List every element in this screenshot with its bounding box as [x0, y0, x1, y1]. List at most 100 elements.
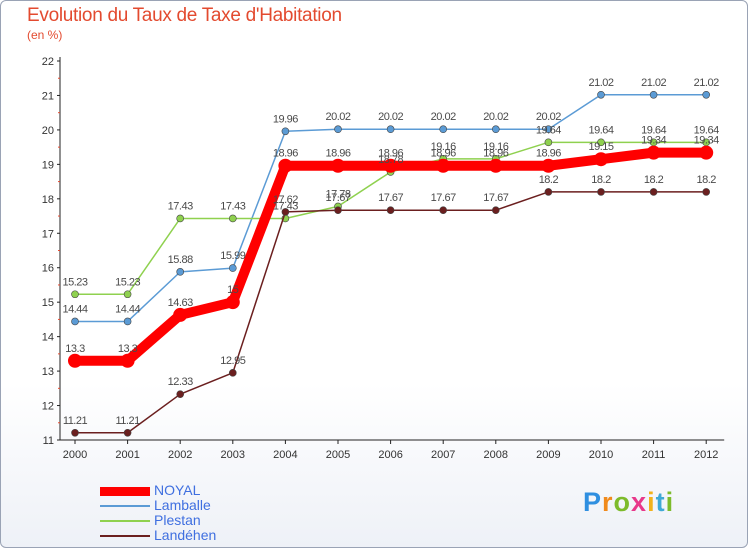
proxiti-logo: Proxiti — [583, 487, 674, 518]
data-label: 17.62 — [273, 194, 298, 206]
x-tick-label: 2000 — [63, 449, 87, 461]
data-label: 17.67 — [378, 192, 403, 204]
data-label: 20.02 — [536, 111, 561, 123]
data-label: 15.88 — [168, 254, 193, 266]
data-label: 18.2 — [696, 174, 716, 186]
legend-item-landéhen: Landéhen — [100, 528, 340, 543]
chart-axes: 11 12 13 14 15 16 17 18 19 20 21 22 2000 2001 2002 2003… — [42, 56, 725, 461]
x-tick-label: 2008 — [484, 449, 508, 461]
data-point — [544, 138, 553, 147]
data-point — [649, 188, 658, 196]
legend-label: NOYAL — [154, 482, 201, 498]
logo-letter: i — [647, 487, 656, 517]
legend-label: Landéhen — [154, 527, 217, 543]
y-tick-label: 22 — [42, 56, 54, 68]
y-tick-label: 20 — [42, 125, 54, 137]
series-line-landéhen — [74, 191, 707, 434]
logo-letter: P — [583, 487, 603, 517]
data-point — [702, 188, 711, 196]
x-tick-label: 2009 — [536, 449, 560, 461]
y-tick-label: 12 — [42, 401, 54, 413]
data-label: 17.78 — [325, 188, 350, 200]
data-label: 17.43 — [168, 200, 193, 212]
series-layer — [68, 90, 714, 437]
logo-letter: x — [631, 487, 648, 517]
data-point — [173, 307, 188, 322]
x-tick-label: 2010 — [589, 449, 613, 461]
data-label: 19.96 — [273, 113, 298, 125]
y-tick-label: 19 — [42, 159, 54, 171]
data-point — [386, 206, 395, 214]
data-label: 15.23 — [115, 276, 140, 288]
legend-label: Plestan — [154, 512, 201, 528]
data-label: 20.02 — [483, 111, 508, 123]
legend: NOYAL Lamballe Plestan Landéhen — [100, 483, 340, 543]
data-point — [702, 90, 711, 99]
legend-swatch — [100, 486, 150, 496]
y-tick-label: 17 — [42, 228, 54, 240]
data-label: 18.96 — [431, 148, 456, 160]
data-label: 20.02 — [378, 111, 403, 123]
data-label: 13.3 — [118, 343, 138, 355]
data-point — [594, 152, 608, 167]
data-point — [281, 208, 290, 216]
data-label: 20.02 — [325, 111, 350, 123]
logo-letter: o — [613, 487, 632, 517]
x-tick-label: 2006 — [378, 449, 402, 461]
data-label: 17.67 — [483, 192, 508, 204]
data-point — [544, 188, 553, 196]
y-tick-label: 16 — [42, 263, 54, 275]
legend-label: Lamballe — [154, 497, 211, 513]
data-label: 18.96 — [273, 148, 298, 160]
data-label: 12.95 — [220, 355, 245, 367]
x-tick-label: 2003 — [221, 449, 245, 461]
data-point — [541, 158, 556, 173]
data-point — [229, 214, 237, 223]
data-point — [439, 206, 448, 214]
data-point — [278, 158, 293, 173]
data-point — [544, 125, 553, 134]
data-label: 15.23 — [62, 276, 87, 288]
data-label: 18.78 — [378, 154, 403, 166]
legend-swatch — [100, 520, 150, 522]
data-label: 17.67 — [431, 192, 456, 204]
data-label: 18.96 — [378, 148, 403, 160]
data-label: 21.02 — [641, 77, 666, 89]
x-tick-label: 2002 — [168, 449, 192, 461]
x-tick-label: 2005 — [326, 449, 350, 461]
data-label: 15 — [227, 284, 239, 296]
x-tick-label: 2011 — [642, 449, 666, 461]
legend-item-noyal: NOYAL — [100, 483, 340, 498]
data-point — [646, 145, 661, 160]
data-label: 11.21 — [63, 415, 88, 427]
data-point — [120, 353, 135, 368]
data-point — [334, 125, 342, 134]
data-label: 15.99 — [220, 250, 245, 262]
x-tick-label: 2004 — [273, 449, 297, 461]
data-label: 19.64 — [641, 124, 666, 136]
y-tick-label: 14 — [42, 332, 54, 344]
data-label: 18.96 — [536, 148, 561, 160]
data-label: 14.44 — [62, 303, 87, 315]
data-label: 17.67 — [325, 192, 350, 204]
data-label: 18.2 — [591, 174, 611, 186]
data-point — [123, 290, 132, 299]
data-label: 19.15 — [588, 141, 613, 153]
y-tick-label: 21 — [42, 90, 54, 102]
data-label: 20.02 — [431, 111, 456, 123]
y-tick-label: 15 — [42, 297, 54, 309]
data-point — [383, 158, 398, 173]
data-point — [176, 214, 184, 223]
data-label: 19.64 — [694, 124, 719, 136]
x-tick-label: 2001 — [115, 449, 139, 461]
data-point — [436, 158, 451, 173]
chart-subtitle: (en %) — [27, 28, 63, 42]
data-point — [334, 206, 342, 214]
data-label: 13.3 — [65, 343, 85, 355]
data-label: 19.34 — [641, 135, 666, 147]
logo-letter: t — [655, 487, 666, 517]
data-label: 18.2 — [644, 174, 664, 186]
data-label: 19.16 — [431, 141, 456, 153]
data-point — [597, 188, 605, 196]
data-point — [71, 428, 79, 437]
